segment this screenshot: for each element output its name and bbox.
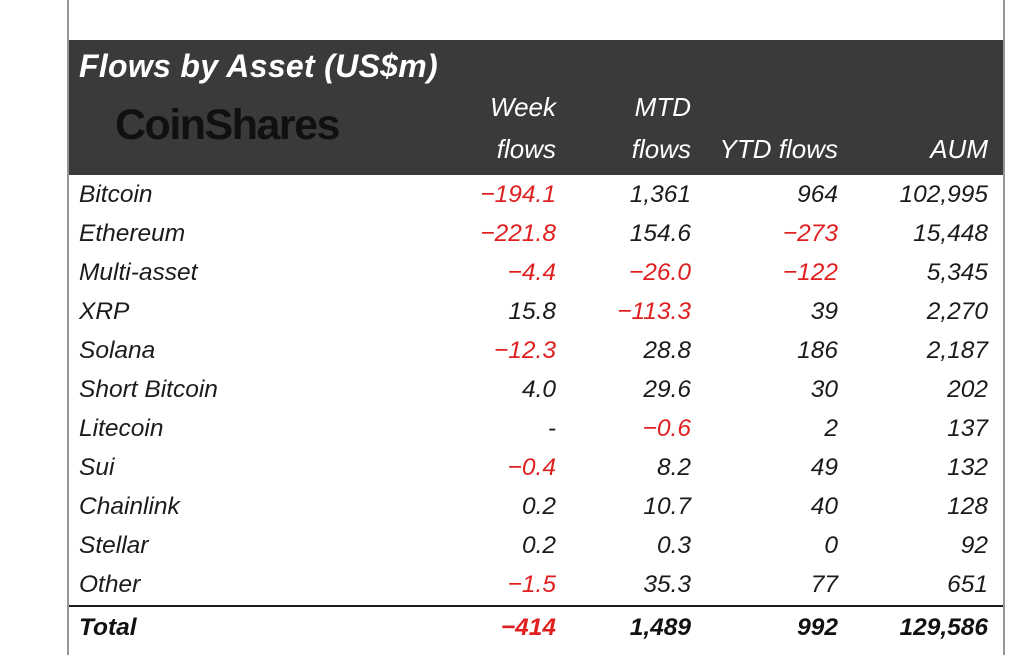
table-row: Solana −12.3 28.8 186 2,187 [69,331,1003,370]
table-row: Multi-asset −4.4 −26.0 −122 5,345 [69,253,1003,292]
cell-number: −273 [782,219,838,247]
right-border-line [1003,0,1005,655]
cell-number: 2 [824,415,838,443]
table-row: Stellar 0.2 0.3 0 92 [69,527,1003,566]
cell-number: −113.3 [617,297,691,325]
cell-asset: Ethereum [79,219,186,247]
cell-number: 30 [810,376,838,404]
cell-number: 0.2 [521,532,556,560]
cell-number: 2,270 [926,297,988,325]
cell-number: 102,995 [899,180,988,208]
cell-asset: Stellar [79,532,149,560]
cell-number: −26.0 [629,258,691,286]
total-label: Total [79,614,137,642]
cell-number: 2,187 [926,336,988,364]
cell-asset: Multi-asset [79,258,198,286]
table-row: Other −1.5 35.3 77 651 [69,566,1003,605]
cell-number: 651 [947,571,988,599]
cell-number: 964 [797,180,838,208]
coinshares-logo: CoinShares [115,101,340,149]
cell-number: - [547,415,556,443]
cell-number: 128 [947,493,988,521]
table-row: Ethereum −221.8 154.6 −273 15,448 [69,214,1003,253]
table-row: Litecoin - −0.6 2 137 [69,410,1003,449]
cell-number: 5,345 [926,258,988,286]
cell-number: 0.3 [656,532,691,560]
cell-number: 186 [797,336,838,364]
cell-asset: XRP [79,297,130,325]
cell-number: −1.5 [507,571,556,599]
column-header-top: Week [490,92,556,122]
cell-asset: Sui [79,454,115,482]
column-header-bottom: flows [496,134,556,164]
cell-number: 40 [810,493,838,521]
cell-asset: Bitcoin [79,180,153,208]
total-number: 1,489 [629,614,691,642]
column-header-top [838,86,988,128]
column-header-aum: AUM [838,86,988,170]
cell-number: 4.0 [521,376,556,404]
cell-asset: Solana [79,336,156,364]
cell-number: 0 [824,532,838,560]
cell-number: 49 [810,454,838,482]
cell-number: 28.8 [643,336,691,364]
cell-number: 202 [947,376,988,404]
cell-number: 35.3 [643,571,691,599]
cell-number: 15.8 [508,297,556,325]
cell-number: 0.2 [521,493,556,521]
column-header-mtd-flows: MTD flows [556,86,691,170]
table-body: Bitcoin −194.1 1,361 964 102,995 Ethereu… [69,175,1003,649]
table-row: Short Bitcoin 4.0 29.6 30 202 [69,370,1003,409]
total-number: 992 [797,614,838,642]
left-border-line [67,0,69,655]
cell-number: −4.4 [507,258,556,286]
cell-number: 92 [960,532,988,560]
page-title: Flows by Asset (US$m) [79,48,438,84]
table-row: XRP 15.8 −113.3 39 2,270 [69,292,1003,331]
total-number: −414 [500,614,556,642]
table-total-row: Total −414 1,489 992 129,586 [69,605,1003,649]
cell-number: 137 [947,415,988,443]
cell-number: 77 [810,571,838,599]
column-header-bottom: AUM [930,134,988,164]
cell-number: 29.6 [643,376,691,404]
cell-number: −12.3 [494,336,556,364]
column-headers: Week flows MTD flows YTD flows AUM [379,40,988,175]
cell-asset: Chainlink [79,493,180,521]
cell-number: 1,361 [629,180,691,208]
column-header-bottom: YTD flows [719,134,838,164]
cell-asset: Litecoin [79,415,164,443]
cell-number: 8.2 [656,454,691,482]
table-header: Flows by Asset (US$m) CoinShares Week fl… [69,40,1003,175]
cell-number: −221.8 [480,219,556,247]
cell-number: 15,448 [913,219,988,247]
table-row: Sui −0.4 8.2 49 132 [69,449,1003,488]
cell-number: 154.6 [629,219,691,247]
column-header-ytd-flows: YTD flows [691,86,838,170]
cell-number: −0.6 [642,415,691,443]
cell-asset: Short Bitcoin [79,376,218,404]
column-header-bottom: flows [631,134,691,164]
cell-number: −194.1 [480,180,556,208]
table-row: Bitcoin −194.1 1,361 964 102,995 [69,175,1003,214]
cell-number: −122 [782,258,838,286]
cell-number: 132 [947,454,988,482]
cell-number: 10.7 [643,493,691,521]
table-row: Chainlink 0.2 10.7 40 128 [69,488,1003,527]
cell-asset: Other [79,571,141,599]
cell-number: −0.4 [507,454,556,482]
column-header-top: MTD [634,92,691,122]
total-number: 129,586 [899,614,988,642]
column-header-week-flows: Week flows [379,86,556,170]
cell-number: 39 [810,297,838,325]
column-header-top [691,86,838,128]
